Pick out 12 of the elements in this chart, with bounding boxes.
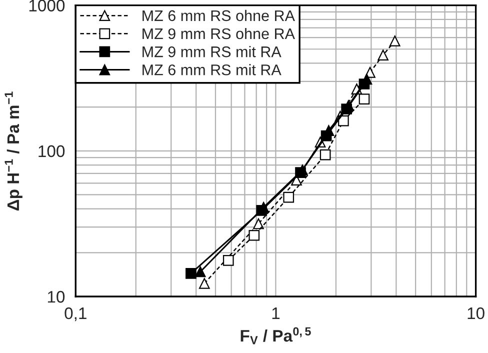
- x-axis-title: F$_{V}$ / Pa$^{0,5}$: [240, 327, 311, 344]
- y-tick-label: 100: [38, 145, 65, 158]
- legend-label: MZ 9 mm RS ohne RA: [142, 28, 295, 40]
- y-tick-label: 1000: [29, 0, 65, 12]
- legend-label: MZ 6 mm RS ohne RA: [142, 10, 295, 22]
- y-tick-label: 10: [48, 290, 65, 303]
- x-tick-label: 0,1: [64, 307, 86, 322]
- y-axis-title: Δp H$^{−1}$ / Pa m$^{−1}$: [4, 92, 22, 210]
- legend-label: MZ 9 mm RS mit RA: [142, 46, 282, 58]
- x-tick-label: 1: [272, 308, 280, 320]
- legend-label: MZ 6 mm RS mit RA: [142, 64, 282, 76]
- x-tick-label: 10: [468, 307, 484, 320]
